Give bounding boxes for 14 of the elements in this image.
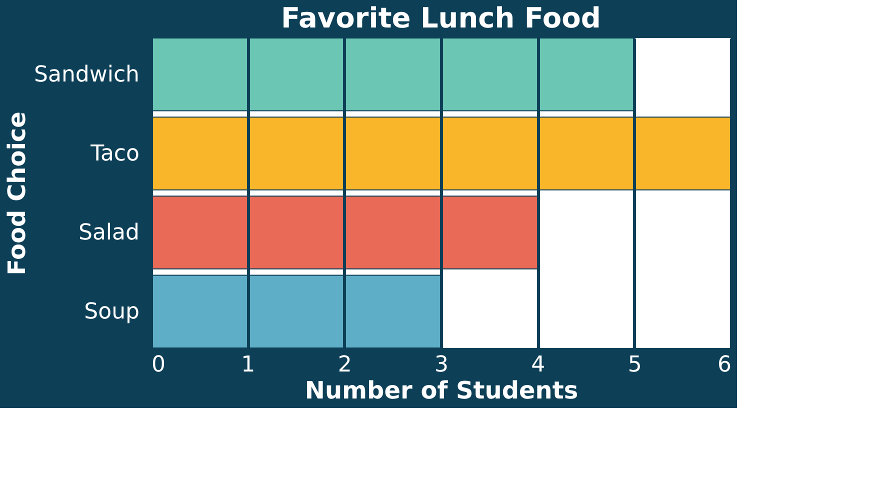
x-tick-label: 0 — [152, 352, 166, 378]
x-tick-label: 2 — [338, 352, 352, 378]
x-tick-label: 4 — [531, 352, 546, 378]
x-tick-label: 6 — [718, 352, 732, 378]
chart-title: Favorite Lunch Food — [281, 2, 601, 34]
y-tick-label: Salad — [78, 220, 140, 246]
y-tick-label: Soup — [84, 300, 140, 325]
x-tick-label: 1 — [241, 352, 256, 378]
y-axis-title: Food Choice — [3, 112, 31, 276]
x-tick-label: 3 — [434, 352, 448, 378]
y-tick-label: Sandwich — [34, 62, 140, 88]
y-tick-label: Taco — [90, 141, 140, 166]
x-axis-title: Number of Students — [304, 376, 578, 404]
x-tick-label: 5 — [628, 352, 642, 378]
